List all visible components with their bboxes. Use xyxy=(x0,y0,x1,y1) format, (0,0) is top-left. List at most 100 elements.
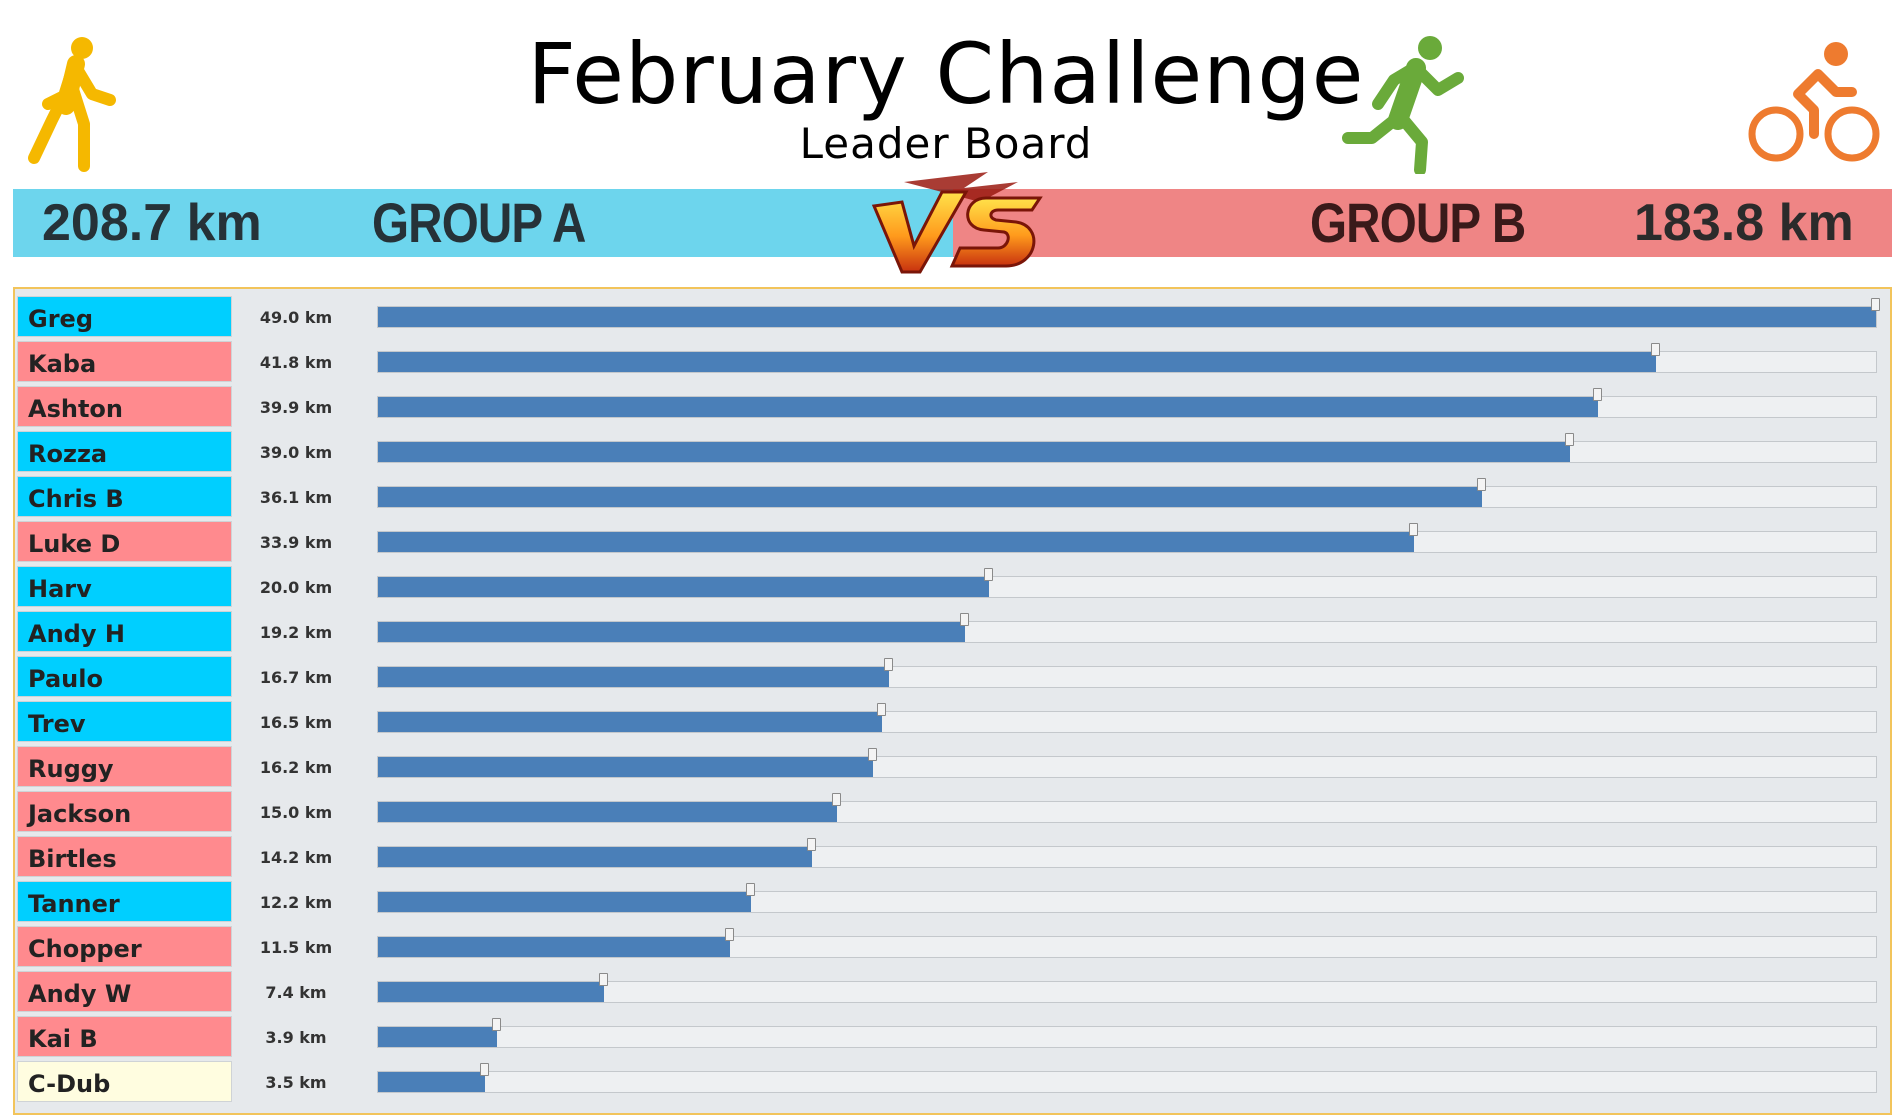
leaderboard-row: Trev 16.5 km xyxy=(15,701,1890,746)
participant-distance: 49.0 km xyxy=(259,308,333,327)
group-a-name: GROUP A xyxy=(372,191,586,254)
progress-bar-fill xyxy=(378,1027,497,1047)
progress-track xyxy=(377,928,1877,958)
group-b-name: GROUP B xyxy=(1310,191,1526,254)
group-b-total: 183.8 km xyxy=(1634,194,1854,252)
leaderboard-row: Rozza 39.0 km xyxy=(15,431,1890,476)
progress-track xyxy=(377,433,1877,463)
participant-name: Tanner xyxy=(17,881,232,922)
leaderboard-row: C-Dub 3.5 km xyxy=(15,1061,1890,1106)
participant-distance: 39.0 km xyxy=(259,443,333,462)
progress-bar-fill xyxy=(378,1072,485,1092)
progress-bar-fill xyxy=(378,757,873,777)
leaderboard-row: Andy W 7.4 km xyxy=(15,971,1890,1016)
leaderboard-row: Birtles 14.2 km xyxy=(15,836,1890,881)
progress-marker xyxy=(1565,433,1574,446)
vs-badge-icon xyxy=(871,172,1043,274)
progress-bar-fill xyxy=(378,307,1876,327)
leaderboard-row: Andy H 19.2 km xyxy=(15,611,1890,656)
participant-name: Rozza xyxy=(17,431,232,472)
participant-name: Birtles xyxy=(17,836,232,877)
progress-marker xyxy=(877,703,886,716)
leaderboard-row: Chris B 36.1 km xyxy=(15,476,1890,521)
progress-track xyxy=(377,703,1877,733)
participant-name: C-Dub xyxy=(17,1061,232,1102)
progress-bar-fill xyxy=(378,532,1414,552)
progress-bar-fill xyxy=(378,802,837,822)
leaderboard-panel: Greg 49.0 km Kaba 41.8 km Ashton 39.9 km Rozza… xyxy=(13,287,1892,1115)
progress-marker xyxy=(599,973,608,986)
participant-name: Andy W xyxy=(17,971,232,1012)
progress-track xyxy=(377,298,1880,328)
progress-marker xyxy=(1651,343,1660,356)
participant-distance: 11.5 km xyxy=(259,938,333,957)
progress-marker xyxy=(960,613,969,626)
participant-distance: 39.9 km xyxy=(259,398,333,417)
leaderboard-row: Chopper 11.5 km xyxy=(15,926,1890,971)
progress-track xyxy=(377,613,1877,643)
participant-name: Kai B xyxy=(17,1016,232,1057)
progress-track xyxy=(377,343,1877,373)
participant-distance: 16.7 km xyxy=(259,668,333,687)
progress-bar-fill xyxy=(378,667,889,687)
leaderboard-row: Ashton 39.9 km xyxy=(15,386,1890,431)
participant-name: Chris B xyxy=(17,476,232,517)
participant-name: Andy H xyxy=(17,611,232,652)
progress-bar-fill xyxy=(378,982,604,1002)
progress-marker xyxy=(492,1018,501,1031)
leaderboard-row: Harv 20.0 km xyxy=(15,566,1890,611)
progress-track xyxy=(377,388,1877,418)
page-subtitle: Leader Board xyxy=(799,119,1093,168)
progress-bar-fill xyxy=(378,937,730,957)
participant-name: Luke D xyxy=(17,521,232,562)
leaderboard-row: Greg 49.0 km xyxy=(15,296,1890,341)
participant-distance: 41.8 km xyxy=(259,353,333,372)
progress-marker xyxy=(832,793,841,806)
participant-distance: 36.1 km xyxy=(259,488,333,507)
progress-track xyxy=(377,883,1877,913)
progress-marker xyxy=(807,838,816,851)
participant-distance: 33.9 km xyxy=(259,533,333,552)
progress-marker xyxy=(725,928,734,941)
group-b-score-bar xyxy=(953,189,1892,257)
leaderboard-row: Jackson 15.0 km xyxy=(15,791,1890,836)
progress-bar-fill xyxy=(378,442,1570,462)
participant-name: Paulo xyxy=(17,656,232,697)
participant-distance: 16.5 km xyxy=(259,713,333,732)
progress-track xyxy=(377,658,1877,688)
progress-track xyxy=(377,568,1877,598)
progress-marker xyxy=(868,748,877,761)
progress-bar-fill xyxy=(378,892,751,912)
walking-person-icon xyxy=(28,37,116,172)
participant-name: Ruggy xyxy=(17,746,232,787)
progress-track xyxy=(377,748,1877,778)
leaderboard-row: Kaba 41.8 km xyxy=(15,341,1890,386)
participant-distance: 14.2 km xyxy=(259,848,333,867)
progress-marker xyxy=(1409,523,1418,536)
progress-marker xyxy=(1871,298,1880,311)
progress-bar-fill xyxy=(378,397,1598,417)
participant-name: Trev xyxy=(17,701,232,742)
leaderboard-row: Paulo 16.7 km xyxy=(15,656,1890,701)
progress-marker xyxy=(884,658,893,671)
cyclist-icon xyxy=(1748,42,1880,162)
leaderboard-row: Tanner 12.2 km xyxy=(15,881,1890,926)
progress-bar-fill xyxy=(378,487,1482,507)
page-title: February Challenge xyxy=(527,25,1365,123)
progress-marker xyxy=(1477,478,1486,491)
participant-name: Kaba xyxy=(17,341,232,382)
participant-distance: 12.2 km xyxy=(259,893,333,912)
group-a-score-bar xyxy=(13,189,953,257)
progress-bar-fill xyxy=(378,577,989,597)
progress-track xyxy=(377,838,1877,868)
progress-track xyxy=(377,478,1877,508)
participant-distance: 7.4 km xyxy=(265,983,327,1002)
participant-distance: 16.2 km xyxy=(259,758,333,777)
leaderboard-row: Luke D 33.9 km xyxy=(15,521,1890,566)
participant-name: Jackson xyxy=(17,791,232,832)
participant-distance: 19.2 km xyxy=(259,623,333,642)
participant-name: Chopper xyxy=(17,926,232,967)
progress-marker xyxy=(746,883,755,896)
participant-distance: 3.5 km xyxy=(265,1073,327,1092)
running-person-icon xyxy=(1342,36,1464,174)
